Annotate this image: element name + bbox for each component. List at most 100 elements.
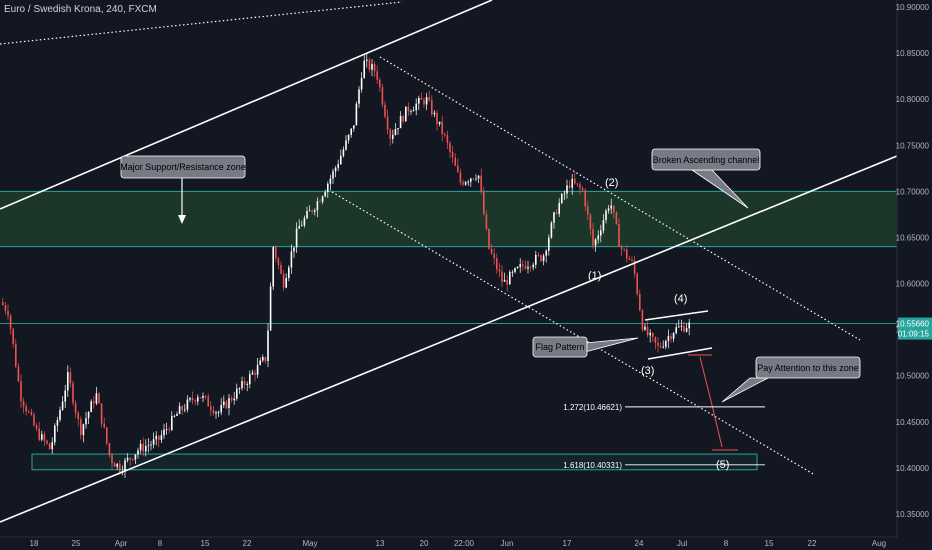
candle-body — [238, 388, 241, 390]
candle-body — [35, 425, 38, 429]
candle-body — [589, 214, 592, 230]
candle-body — [493, 253, 495, 259]
candle-body — [576, 183, 579, 185]
candle-body — [334, 167, 337, 172]
callout-attention-text: Pay Attention to this zone — [757, 363, 859, 373]
candle-body — [618, 223, 620, 247]
candle-body — [327, 183, 329, 192]
wave-label-3: (3) — [641, 365, 654, 377]
candle-body — [550, 222, 553, 238]
candlestick-series — [2, 53, 690, 478]
projection-line-3 — [711, 404, 723, 448]
candle-body — [272, 247, 274, 287]
price-tick-label: 10.80000 — [896, 95, 930, 104]
candle-body — [233, 398, 235, 401]
candle-body — [85, 418, 87, 425]
callout-pay-attention[interactable]: Pay Attention to this zone — [721, 356, 861, 403]
candle-body — [680, 325, 683, 327]
price-tick-label: 10.85000 — [896, 49, 930, 58]
candle-body — [522, 264, 524, 266]
candle-body — [555, 212, 558, 214]
candle-body — [360, 77, 363, 90]
candle-body — [56, 420, 59, 426]
candle-body — [223, 401, 225, 406]
candle-body — [490, 248, 493, 254]
candle-body — [262, 357, 264, 361]
candle-body — [51, 442, 53, 450]
price-axis-background[interactable] — [897, 0, 932, 537]
candle-body — [285, 277, 287, 288]
candle-body — [524, 265, 527, 269]
candle-body — [597, 235, 599, 240]
flag-lower-line — [647, 347, 713, 360]
candle-body — [353, 125, 355, 129]
candle-body — [132, 459, 134, 461]
candle-body — [290, 251, 293, 268]
candle-body — [332, 171, 334, 179]
candle-body — [394, 129, 397, 135]
candle-body — [113, 463, 116, 467]
candle-body — [496, 258, 498, 270]
candle-body — [108, 443, 111, 456]
candle-body — [202, 395, 204, 399]
callout-broken-channel[interactable]: Broken Ascending channel — [651, 148, 761, 209]
candle-body — [267, 330, 269, 362]
candle-body — [246, 384, 248, 386]
candle-body — [381, 87, 384, 105]
price-tick-label: 10.70000 — [896, 187, 930, 196]
candle-body — [392, 134, 394, 139]
candle-body — [503, 279, 506, 282]
candle-body — [623, 248, 625, 250]
candle-body — [641, 310, 644, 330]
fib-1618-label: 1.618(10.40331) — [563, 461, 622, 470]
candle-body — [407, 106, 410, 112]
candle-body — [340, 155, 342, 165]
price-tick-label: 10.35000 — [896, 510, 930, 519]
time-axis-background[interactable] — [0, 537, 932, 550]
candle-body — [67, 372, 69, 391]
candle-body — [54, 425, 56, 443]
candle-body — [644, 326, 646, 330]
candle-body — [41, 434, 43, 440]
candle-body — [288, 267, 290, 278]
candle-body — [129, 457, 131, 460]
candle-body — [371, 64, 373, 70]
candle-body — [150, 444, 152, 446]
price-tick-label: 10.75000 — [896, 141, 930, 150]
candle-body — [415, 103, 417, 111]
candle-body — [433, 112, 436, 115]
candle-body — [368, 59, 371, 70]
candle-body — [217, 412, 220, 414]
candle-body — [675, 327, 677, 334]
candle-body — [451, 152, 454, 158]
wave-label-2: (2) — [605, 177, 618, 189]
candle-body — [418, 98, 420, 104]
callout-flag-box — [532, 336, 588, 358]
candle-body — [178, 406, 181, 414]
candle-body — [197, 397, 199, 402]
candle-body — [613, 205, 615, 213]
candle-body — [399, 115, 402, 129]
wave-label-1: (1) — [588, 270, 601, 282]
candle-body — [636, 273, 638, 294]
fib-1272-label: 1.272(10.46621) — [563, 403, 622, 412]
candle-body — [126, 457, 129, 461]
candle-body — [537, 254, 540, 256]
candle-body — [210, 406, 212, 410]
candle-body — [43, 434, 46, 441]
callout-support-resistance[interactable]: Major Support/Resistance zone — [120, 155, 246, 224]
candle-body — [176, 413, 178, 416]
candle-body — [423, 99, 425, 105]
candle-body — [95, 393, 98, 404]
candle-body — [654, 336, 657, 343]
callout-flag-pattern[interactable]: Flag Pattern — [532, 336, 639, 358]
candle-body — [657, 342, 659, 346]
candle-body — [355, 103, 358, 126]
candle-body — [594, 239, 597, 246]
candle-body — [425, 97, 428, 105]
support-resistance-zone — [0, 191, 897, 247]
candle-body — [282, 273, 285, 288]
candle-body — [620, 246, 623, 249]
bar-countdown-label: 01:09:15 — [898, 330, 930, 339]
